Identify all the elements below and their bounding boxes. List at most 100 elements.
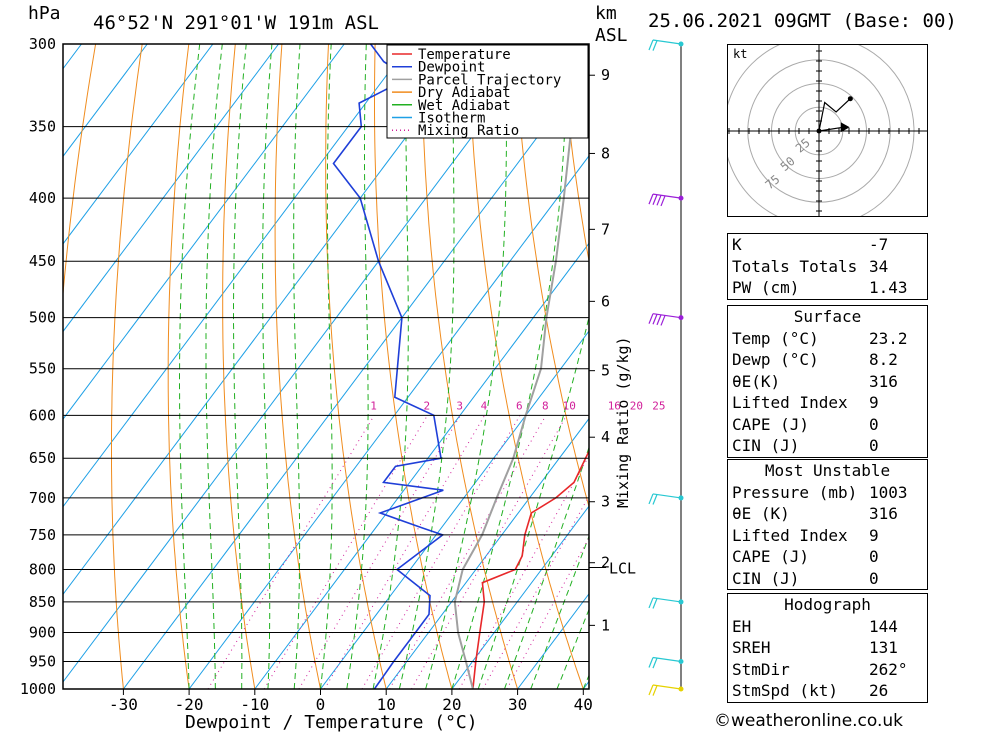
surface-label: Dewp (°C)	[732, 350, 819, 369]
isotherm-line	[188, 155, 589, 689]
wet-adiabat-line	[425, 44, 507, 689]
indices-unstable-panel: Most Unstable Pressure (mb) 1003 θE (K) 316…	[727, 459, 928, 590]
height-unit-label: km	[595, 3, 617, 24]
km-tick-label: 1	[601, 616, 610, 634]
x-tick-label: 20	[442, 695, 461, 714]
wind-barb	[648, 684, 684, 696]
km-tick-label: 3	[601, 493, 610, 511]
general-label: Totals Totals	[732, 256, 858, 276]
wind-barb	[648, 656, 684, 669]
unstable-label: Pressure (mb)	[732, 482, 858, 502]
hodo-row: StmSpd (kt) 26	[728, 680, 927, 702]
wind-barb-flag	[652, 314, 658, 325]
indices-hodograph-panel: Hodograph EH 144 SREH 131 StmDir 262° StmSpd (…	[727, 593, 928, 703]
mixing-ratio-line	[389, 415, 547, 689]
hodo-label: StmSpd (kt)	[732, 681, 838, 700]
wind-barb-flag	[648, 597, 654, 609]
mixing-ratio-label: 4	[481, 399, 488, 412]
isotherm-line	[122, 67, 589, 689]
wind-barb-flag	[648, 493, 654, 505]
km-tick-label: 6	[601, 292, 610, 310]
mixing-ratio-line	[361, 415, 521, 689]
wind-barb-shaft	[652, 39, 682, 45]
surface-label: CIN (J)	[732, 436, 800, 455]
pressure-tick-label: 350	[29, 118, 56, 136]
dry-adiabat-line	[167, 44, 190, 689]
pressure-tick-label: 1000	[20, 680, 56, 698]
legend-label: Dry Adiabat	[418, 85, 511, 101]
unstable-label: θE (K)	[732, 504, 790, 523]
surface-row: Lifted Index 9	[728, 392, 927, 414]
isotherm-line	[63, 44, 345, 420]
wind-barb-shaft	[652, 656, 682, 663]
legend-label: Wet Adiabat	[418, 98, 511, 114]
dry-adiabat-line	[374, 44, 453, 689]
isotherm-line	[63, 44, 477, 596]
wind-barb-flag	[648, 39, 654, 51]
isotherm-line	[451, 505, 589, 689]
wind-barb-flag	[652, 657, 658, 669]
hodo-value: 131	[869, 638, 898, 657]
pressure-tick-label: 650	[29, 449, 56, 467]
km-tick-label: 2	[601, 554, 610, 572]
km-tick-label: 7	[601, 220, 610, 238]
unstable-label: Lifted Index	[732, 525, 848, 545]
wind-barb-flag	[656, 314, 662, 326]
dry-adiabat-line	[222, 44, 256, 689]
mixing-ratio-label: 2	[423, 399, 430, 412]
wet-adiabat-line	[179, 44, 201, 689]
wind-barb	[648, 39, 684, 51]
km-tick-label: 5	[601, 362, 610, 380]
temperature-profile	[472, 449, 589, 689]
hodograph-panel: kt 25 50 75	[723, 35, 928, 232]
mixing-ratio-label: 6	[516, 399, 523, 412]
mixing-ratio-label: 16	[608, 399, 621, 412]
dry-adiabat-line	[63, 44, 97, 300]
wind-barb	[648, 313, 684, 326]
surface-value: 23.2	[869, 328, 908, 348]
wind-barb	[648, 493, 684, 505]
wind-barb-flag	[648, 193, 654, 205]
unstable-row: Lifted Index 9	[728, 525, 927, 547]
plot-frame	[62, 43, 590, 690]
hodograph-ring-label: 50	[778, 154, 798, 174]
mixing-ratio-label: 25	[652, 399, 665, 412]
pressure-tick-label: 800	[29, 560, 56, 578]
wind-barb-shaft	[652, 313, 682, 319]
wind-barb-flag	[648, 684, 654, 696]
mixing-ratio-label: 20	[630, 399, 643, 412]
pressure-tick-label: 500	[29, 309, 56, 327]
wind-barb	[648, 193, 684, 207]
dry-adiabat-line	[655, 44, 721, 689]
general-row: K -7	[728, 234, 927, 256]
unstable-row: Pressure (mb) 1003	[728, 482, 927, 504]
plot-area	[63, 44, 721, 689]
pressure-tick-label: 950	[29, 653, 56, 671]
datetime-title: 25.06.2021 09GMT (Base: 00)	[648, 10, 957, 32]
unstable-row: CAPE (J) 0	[728, 546, 927, 568]
wind-barb-flag	[656, 195, 662, 206]
dry-adiabat-line	[111, 44, 143, 689]
hodo-label: SREH	[732, 638, 771, 657]
general-row: PW (cm) 1.43	[728, 277, 927, 299]
dry-adiabat-line	[467, 44, 584, 689]
surface-label: CAPE (J)	[732, 414, 810, 434]
surface-row: Temp (°C) 23.2	[728, 328, 927, 350]
hodo-row: StmDir 262°	[728, 659, 927, 681]
general-row: Totals Totals 34	[728, 256, 927, 278]
copyright-text: ©weatheronline.co.uk	[714, 711, 904, 731]
hodo-value: 144	[869, 616, 898, 636]
surface-value: 0	[869, 436, 879, 455]
wind-barb-flag	[652, 494, 658, 505]
x-axis-label: Dewpoint / Temperature (°C)	[185, 712, 478, 733]
km-tick-label: 9	[601, 66, 610, 84]
x-tick-label: 0	[316, 695, 326, 714]
hodograph-ring-label: 75	[763, 172, 783, 192]
hodo-value: 26	[869, 681, 889, 700]
x-tick-label: 30	[508, 695, 527, 714]
x-tick-label: -20	[175, 695, 204, 714]
hodograph-trace	[818, 98, 851, 132]
isotherm-line	[63, 44, 280, 333]
